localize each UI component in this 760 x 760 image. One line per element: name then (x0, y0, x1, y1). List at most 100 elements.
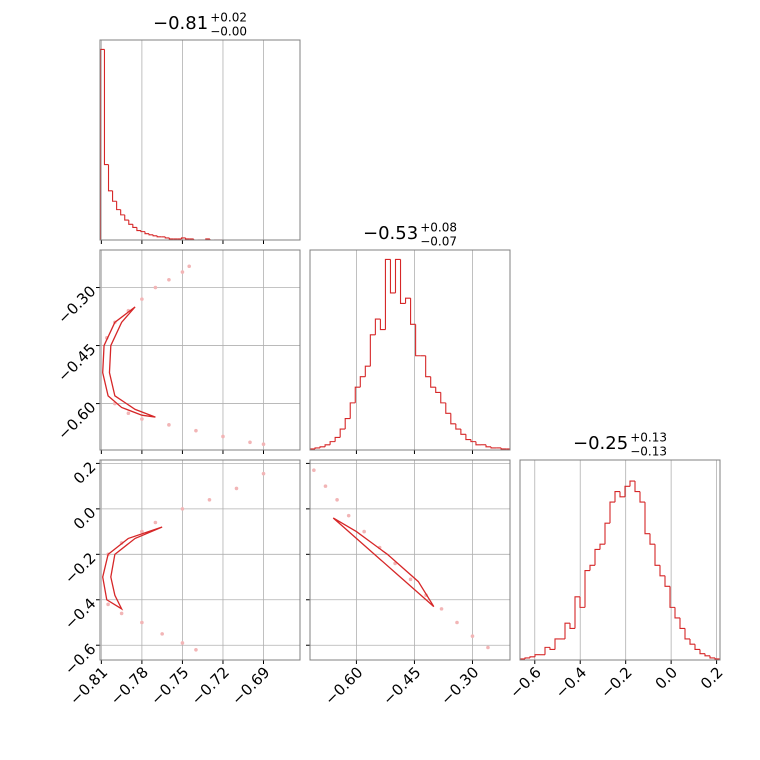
histogram-bin (529, 656, 535, 658)
histogram-bin (584, 569, 590, 608)
histogram-bin (549, 647, 555, 651)
histogram-bin (714, 657, 720, 660)
panel-title-minus: −0.13 (630, 445, 667, 459)
histogram-bin (410, 298, 416, 325)
histogram-bin (209, 238, 214, 240)
histogram-bin (709, 655, 715, 659)
histogram-bin (649, 533, 655, 545)
sample-point (455, 620, 459, 625)
panel-frame (309, 459, 511, 661)
histogram-bin (184, 237, 190, 240)
histogram-bin (450, 413, 456, 425)
panel-frame (99, 249, 301, 451)
histogram-bin (659, 565, 665, 577)
panel-frame (99, 39, 301, 241)
histogram-bin (435, 387, 441, 393)
histogram-bin (679, 617, 685, 629)
histogram-bin (445, 402, 451, 414)
histogram-bin (689, 638, 695, 645)
histogram-bin (310, 448, 316, 450)
sample-point (180, 507, 185, 511)
panel-plot (100, 460, 300, 660)
panel-title: −0.25 (573, 433, 628, 454)
histogram-bin (349, 402, 356, 419)
histogram-bin (644, 502, 650, 535)
sample-point (167, 277, 171, 282)
histogram-bin (619, 491, 625, 498)
sample-point (261, 442, 266, 446)
panel-title: −0.81 (153, 13, 208, 34)
sample-point (153, 520, 158, 525)
histogram-bin (599, 543, 605, 550)
histogram-bin (132, 224, 137, 228)
sample-point (194, 428, 198, 433)
sample-point (180, 270, 185, 274)
histogram-bin (120, 209, 125, 216)
histogram-bin (369, 334, 376, 367)
histogram-bin (430, 376, 436, 388)
sample-point (312, 468, 316, 473)
histogram-bin (634, 481, 640, 493)
histogram-bin (374, 318, 381, 335)
histogram-bin (136, 227, 141, 232)
histogram-bin (379, 319, 386, 331)
sample-point (140, 417, 144, 421)
histogram-bin (389, 259, 396, 294)
sample-point (153, 285, 158, 290)
sample-point (439, 607, 444, 611)
sample-point (486, 645, 490, 650)
histogram-bin (148, 233, 154, 236)
histogram-bin (455, 423, 461, 430)
histogram-bin (629, 480, 635, 487)
histogram-bin (475, 441, 481, 446)
panel-frame (519, 459, 721, 661)
histogram-bin (674, 607, 680, 619)
panel-plot (310, 250, 510, 450)
histogram-bin (574, 596, 580, 629)
histogram-bin (359, 376, 366, 388)
histogram-bin (579, 596, 585, 608)
density-contour (332, 517, 435, 608)
histogram-bin (609, 501, 615, 524)
sample-point (323, 484, 328, 488)
histogram-bin (639, 491, 645, 503)
histogram-bin (415, 324, 421, 357)
histogram-bin (534, 654, 540, 657)
sample-point (160, 632, 164, 636)
histogram-bin (164, 236, 170, 239)
histogram-bin (319, 446, 326, 448)
panel-title-plus: +0.13 (630, 431, 667, 445)
panel-frame (309, 249, 511, 451)
histogram-bin (500, 447, 507, 450)
histogram-bin (524, 657, 530, 659)
sample-point (470, 634, 475, 638)
sample-point (194, 647, 198, 652)
density-contour (102, 306, 156, 418)
sample-point (248, 440, 252, 445)
histogram-bin (624, 485, 630, 497)
histogram-bin (654, 544, 660, 566)
sample-point (362, 529, 366, 534)
histogram-bin (405, 297, 411, 304)
histogram-bin (554, 638, 560, 650)
histogram-bin (425, 355, 431, 378)
histogram-bin (485, 444, 492, 448)
histogram-bin (193, 238, 198, 240)
histogram-bin (156, 235, 162, 238)
panel: −0.53 +0.08−0.07 (309, 221, 511, 454)
histogram-bin (364, 365, 371, 377)
histogram-bin (394, 258, 401, 293)
panel-title: −0.53 (363, 223, 418, 244)
histogram-bin (614, 491, 620, 503)
histogram-bin (339, 428, 346, 438)
histogram-bin (128, 220, 133, 225)
histogram-bin (669, 586, 675, 608)
histogram-bin (704, 653, 710, 657)
sample-point (221, 434, 225, 439)
panel-plot (520, 460, 720, 660)
density-contour (102, 526, 163, 611)
histogram-bin (116, 201, 121, 211)
histogram-bin (152, 234, 158, 237)
histogram-bin (569, 623, 575, 629)
